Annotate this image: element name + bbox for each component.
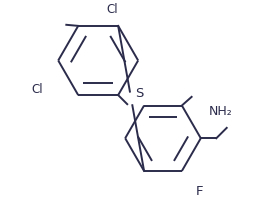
Text: Cl: Cl [107,3,118,16]
Text: Cl: Cl [31,83,43,96]
Text: F: F [195,185,203,198]
Text: S: S [135,87,143,100]
Text: NH₂: NH₂ [208,105,232,118]
